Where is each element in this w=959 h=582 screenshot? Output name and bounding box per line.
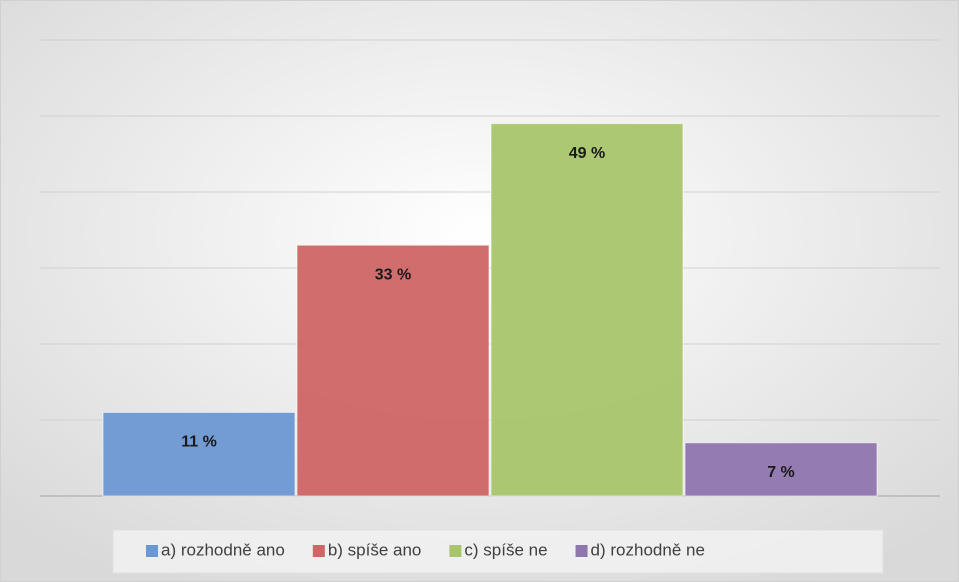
data-label: 49 % (569, 145, 605, 162)
legend-label: c) spíše ne (464, 540, 547, 559)
legend-swatch (146, 545, 158, 557)
bar (296, 244, 490, 497)
legend-label: a) rozhodně ano (161, 540, 285, 559)
bar (102, 411, 296, 497)
data-label: 11 % (181, 434, 217, 451)
bar (490, 123, 684, 497)
legend-label: d) rozhodně ne (591, 540, 705, 559)
bar (684, 442, 878, 497)
legend-swatch (312, 545, 325, 557)
data-label: 33 % (375, 266, 411, 283)
data-label: 7 % (767, 464, 795, 481)
legend-swatch (575, 545, 588, 557)
legend-swatch (449, 545, 462, 557)
legend-label: b) spíše ano (328, 540, 422, 559)
legend-box (112, 529, 884, 574)
